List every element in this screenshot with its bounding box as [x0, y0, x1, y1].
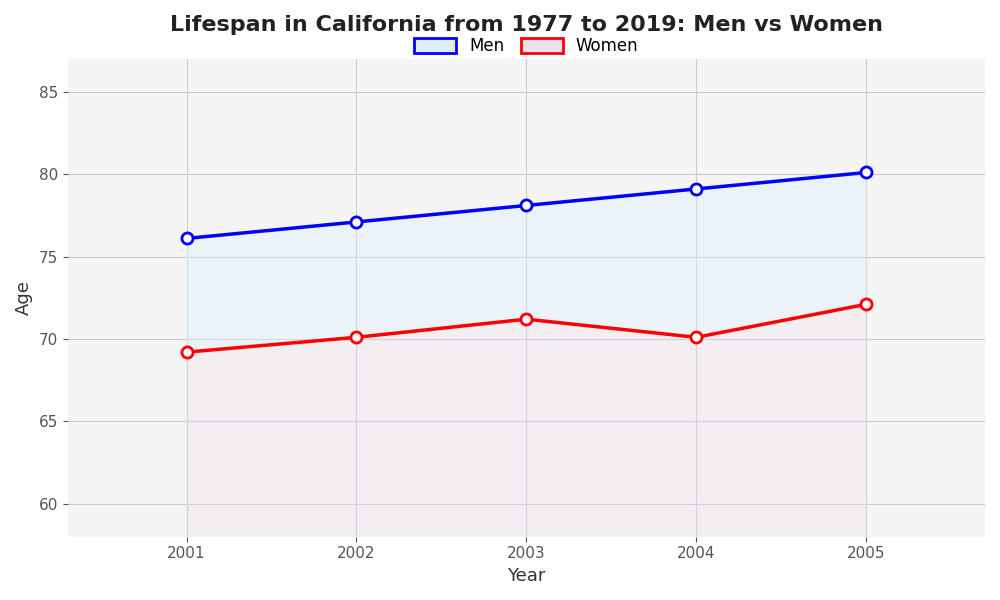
Y-axis label: Age: Age — [15, 280, 33, 315]
Title: Lifespan in California from 1977 to 2019: Men vs Women: Lifespan in California from 1977 to 2019… — [170, 15, 883, 35]
Legend: Men, Women: Men, Women — [406, 29, 647, 64]
X-axis label: Year: Year — [507, 567, 546, 585]
